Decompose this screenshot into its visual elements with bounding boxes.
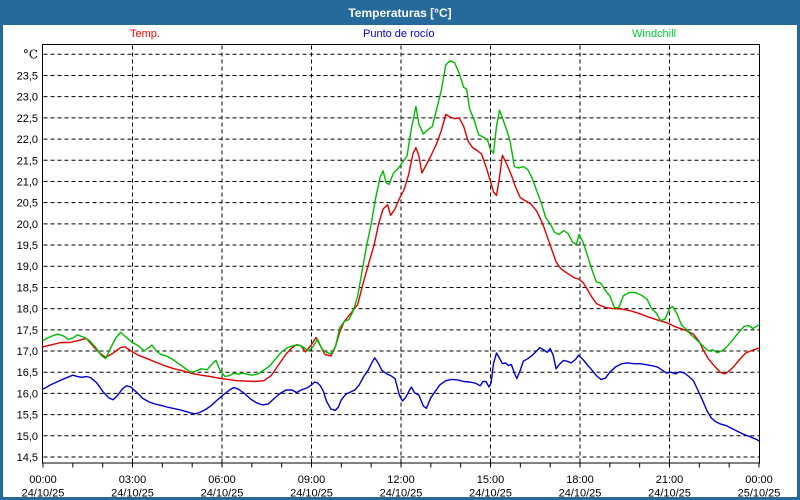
- y-tick-label: 15,5: [17, 410, 38, 422]
- x-tick-date-label: 24/10/25: [111, 488, 154, 500]
- x-tick-date-label: 24/10/25: [648, 488, 691, 500]
- x-tick-date-label: 24/10/25: [559, 488, 602, 500]
- x-tick-time-label: 03:00: [119, 474, 147, 486]
- y-tick-label: 22,0: [17, 134, 38, 146]
- x-tick-time-label: 21:00: [656, 474, 684, 486]
- x-tick-time-label: 18:00: [566, 474, 594, 486]
- y-tick-label: 17,5: [17, 325, 38, 337]
- y-tick-label: 17,0: [17, 346, 38, 358]
- x-tick-date-label: 24/10/25: [201, 488, 244, 500]
- x-tick-time-label: 12:00: [387, 474, 415, 486]
- y-tick-label: 19,0: [17, 261, 38, 273]
- x-tick-time-label: 09:00: [298, 474, 326, 486]
- series-line-windchill: [42, 60, 760, 378]
- y-tick-label: 22,5: [17, 113, 38, 125]
- y-tick-label: 19,5: [17, 240, 38, 252]
- y-tick-label: 16,0: [17, 388, 38, 400]
- x-tick-date-label: 24/10/25: [380, 488, 423, 500]
- x-tick-time-label: 00:00: [29, 474, 57, 486]
- legend-item-windchill: Windchill: [632, 28, 677, 40]
- x-tick-date-label: 25/10/25: [738, 488, 781, 500]
- legend-item-dewpoint: Punto de rocío: [363, 28, 435, 40]
- y-tick-label: 20,0: [17, 219, 38, 231]
- y-tick-label: 21,0: [17, 176, 38, 188]
- y-tick-label: 21,5: [17, 155, 38, 167]
- y-tick-label: 23,5: [17, 70, 38, 82]
- x-tick-time-label: 15:00: [477, 474, 505, 486]
- chart-canvas: 14,5 15,0 15,5 16,0 16,5 17,0 17,5 18,0 18,5 19,0…: [17, 44, 781, 500]
- page-title: Temperaturas [°C]: [348, 6, 452, 20]
- y-tick-label: 15,0: [17, 431, 38, 443]
- y-tick-label: 14,5: [17, 452, 38, 464]
- plot-border: [42, 44, 760, 464]
- series-line-punto-de-roc-o: [42, 346, 760, 442]
- series-line-temp-: [42, 113, 760, 383]
- x-tick-date-label: 24/10/25: [469, 488, 512, 500]
- y-axis-unit-label: °C: [23, 47, 38, 61]
- title-bar: Temperaturas [°C]: [3, 3, 797, 25]
- y-tick-label: 23,0: [17, 92, 38, 104]
- y-tick-label: 18,0: [17, 304, 38, 316]
- x-tick-date-label: 24/10/25: [290, 488, 333, 500]
- x-tick-date-label: 24/10/25: [22, 488, 65, 500]
- legend-item-temp: Temp.: [130, 28, 160, 40]
- y-tick-label: 20,5: [17, 198, 38, 210]
- x-tick-time-label: 06:00: [208, 474, 236, 486]
- x-tick-time-label: 00:00: [745, 474, 773, 486]
- y-tick-label: 18,5: [17, 282, 38, 294]
- y-tick-label: 16,5: [17, 367, 38, 379]
